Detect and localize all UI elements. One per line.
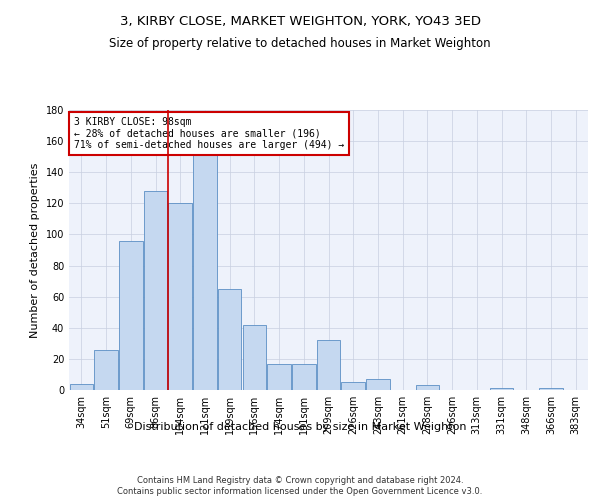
Bar <box>119 240 143 390</box>
Text: 3, KIRBY CLOSE, MARKET WEIGHTON, YORK, YO43 3ED: 3, KIRBY CLOSE, MARKET WEIGHTON, YORK, Y… <box>119 15 481 28</box>
Bar <box>169 204 192 390</box>
Bar <box>366 379 389 390</box>
Bar <box>70 384 93 390</box>
Bar <box>94 350 118 390</box>
Text: 3 KIRBY CLOSE: 98sqm
← 28% of detached houses are smaller (196)
71% of semi-deta: 3 KIRBY CLOSE: 98sqm ← 28% of detached h… <box>74 117 344 150</box>
Bar <box>268 364 291 390</box>
Bar <box>144 191 167 390</box>
Bar <box>539 388 563 390</box>
Bar <box>317 340 340 390</box>
Bar <box>218 289 241 390</box>
Bar <box>242 324 266 390</box>
Bar <box>341 382 365 390</box>
Bar <box>193 155 217 390</box>
Y-axis label: Number of detached properties: Number of detached properties <box>30 162 40 338</box>
Text: Contains HM Land Registry data © Crown copyright and database right 2024.: Contains HM Land Registry data © Crown c… <box>137 476 463 485</box>
Text: Contains public sector information licensed under the Open Government Licence v3: Contains public sector information licen… <box>118 488 482 496</box>
Bar <box>490 388 513 390</box>
Bar <box>292 364 316 390</box>
Bar <box>416 386 439 390</box>
Text: Distribution of detached houses by size in Market Weighton: Distribution of detached houses by size … <box>134 422 466 432</box>
Text: Size of property relative to detached houses in Market Weighton: Size of property relative to detached ho… <box>109 38 491 51</box>
